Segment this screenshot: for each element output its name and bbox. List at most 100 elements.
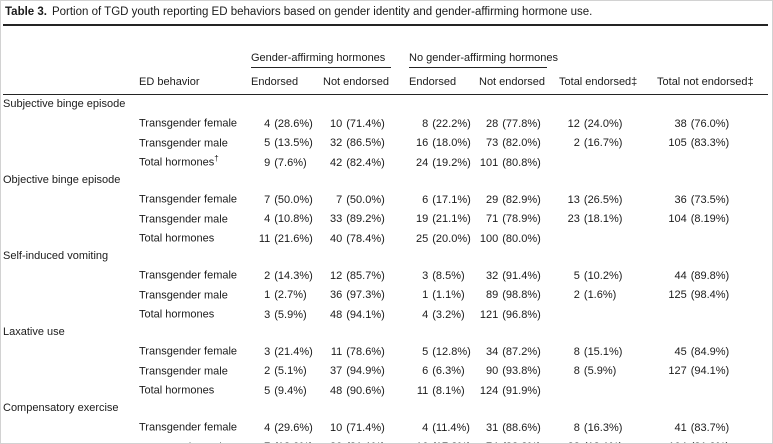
cell-percent: (90.6%) xyxy=(346,384,385,397)
data-cell xyxy=(559,227,657,247)
cell-count: 2 xyxy=(573,289,580,302)
cell-count: 32 xyxy=(330,137,343,150)
col-header-endorsed-gah: Endorsed xyxy=(251,68,323,95)
cell-percent: (94.1%) xyxy=(690,365,730,378)
category-row: Self-induced vomiting xyxy=(3,247,768,264)
row-label: Transgender male xyxy=(139,213,228,226)
cell-percent: (86.5%) xyxy=(346,137,385,150)
table-title: Table 3. Portion of TGD youth reporting E… xyxy=(3,4,767,21)
data-cell: 2 (16.7%) xyxy=(559,132,657,152)
cell-count: 1 xyxy=(264,289,271,302)
data-cell: 32 (91.4%) xyxy=(479,264,559,284)
cell-percent: (82.9%) xyxy=(502,193,541,206)
data-cell: 41 (83.7%) xyxy=(657,416,768,436)
cell-count: 105 xyxy=(668,137,687,150)
cell-percent: (1.1%) xyxy=(432,289,465,302)
data-cell: 5 (10.2%) xyxy=(559,264,657,284)
cell-percent: (71.4%) xyxy=(346,421,385,434)
table-row: Total hormones 3 (5.9%) 48 (94.1%) 4 (3.2%) 121… xyxy=(3,303,768,323)
data-cell: 8 (22.2%) xyxy=(409,112,479,132)
cell-percent: (89.2%) xyxy=(346,213,385,226)
data-cell: 104 (81.9%) xyxy=(657,436,768,443)
data-cell: 10 (71.4%) xyxy=(323,112,409,132)
data-cell: 3 (21.4%) xyxy=(251,340,323,360)
cell-count: 48 xyxy=(330,308,343,321)
data-cell: 4 (3.2%) xyxy=(409,303,479,323)
data-cell: 5 (12.8%) xyxy=(409,340,479,360)
row-label: Total hormones† xyxy=(139,154,219,169)
cell-percent: (17.8%) xyxy=(432,441,471,443)
cell-count: 31 xyxy=(486,421,499,434)
data-cell: 100 (80.0%) xyxy=(479,227,559,247)
data-cell: 105 (83.3%) xyxy=(657,132,768,152)
table-row: Total hormones 5 (9.4%) 48 (90.6%) 11 (8.1%) 12… xyxy=(3,379,768,399)
data-table: Gender-affirming hormones No gender-affi… xyxy=(3,24,769,443)
data-cell: 127 (94.1%) xyxy=(657,360,768,380)
cell-percent: (20.0%) xyxy=(432,232,471,245)
cell-count: 71 xyxy=(486,213,499,226)
data-cell: 121 (96.8%) xyxy=(479,303,559,323)
cell-percent: (78.6%) xyxy=(346,345,385,358)
category-row: Objective binge episode xyxy=(3,171,768,188)
cell-count: 4 xyxy=(422,308,429,321)
cell-percent: (6.3%) xyxy=(432,365,465,378)
table-row: Transgender female 2 (14.3%) 12 (85.7%) 3 (8.5… xyxy=(3,264,768,284)
cell-count: 2 xyxy=(264,365,271,378)
data-cell: 37 (94.9%) xyxy=(323,360,409,380)
row-label: Transgender male xyxy=(139,436,251,443)
cell-count: 11 xyxy=(416,384,429,397)
table-row: Transgender female 4 (29.6%) 10 (71.4%) 4 (11.… xyxy=(3,416,768,436)
data-cell: 11 (8.1%) xyxy=(409,379,479,399)
data-cell: 8 (15.1%) xyxy=(559,340,657,360)
cell-percent: (14.3%) xyxy=(274,269,313,282)
group-header-row: Gender-affirming hormones No gender-affi… xyxy=(3,25,768,68)
cell-count: 104 xyxy=(657,439,686,443)
data-cell: 12 (24.0%) xyxy=(559,112,657,132)
cell-count: 7 xyxy=(336,193,343,206)
data-cell: 74 (82.2%) xyxy=(479,436,559,443)
cell-percent: (93.8%) xyxy=(502,365,541,378)
col-header-not-endorsed-gah: Not endorsed xyxy=(323,68,409,95)
data-cell: 30 (81.1%) xyxy=(323,436,409,443)
cell-count: 8 xyxy=(573,345,580,358)
cell-count: 12 xyxy=(330,269,343,282)
cell-percent: (2.7%) xyxy=(274,289,307,302)
data-cell: 3 (5.9%) xyxy=(251,303,323,323)
cell-percent: (10.2%) xyxy=(583,269,623,282)
cell-count: 29 xyxy=(486,193,499,206)
data-cell: 33 (89.2%) xyxy=(323,208,409,228)
row-label: Total hormones xyxy=(139,384,215,397)
data-cell: 2 (1.6%) xyxy=(559,284,657,304)
cell-count: 24 xyxy=(416,156,429,169)
data-cell: 101 (80.8%) xyxy=(479,151,559,171)
cell-count: 12 xyxy=(567,117,580,130)
data-cell: 71 (78.9%) xyxy=(479,208,559,228)
data-cell: 23(18.1%) xyxy=(559,208,657,228)
data-cell: 104 (8.19%) xyxy=(657,208,768,228)
table-row: Transgender female 4 (28.6%) 10 (71.4%) 8 (22.… xyxy=(3,112,768,132)
cell-percent: (82.2%) xyxy=(502,441,541,443)
data-cell: 36 (73.5%) xyxy=(657,188,768,208)
cell-count: 100 xyxy=(479,232,499,245)
cell-percent: (5.1%) xyxy=(274,365,307,378)
cell-count: 4 xyxy=(264,421,271,434)
row-label: Transgender female xyxy=(139,345,238,358)
cell-percent: (87.2%) xyxy=(502,345,541,358)
cell-count: 2 xyxy=(573,137,580,150)
cell-count: 6 xyxy=(422,193,429,206)
cell-count: 45 xyxy=(674,345,687,358)
cell-percent: (7.6%) xyxy=(274,156,307,169)
cell-count: 11 xyxy=(258,232,271,245)
data-cell: 1 (2.7%) xyxy=(251,284,323,304)
cell-count: 23 xyxy=(567,213,580,226)
cell-percent: (8.19%) xyxy=(690,213,730,226)
cell-count: 36 xyxy=(674,193,687,206)
cell-percent: (21.4%) xyxy=(274,345,313,358)
cell-percent: (28.6%) xyxy=(274,117,313,130)
data-cell: 32 (86.5%) xyxy=(323,132,409,152)
cell-count: 38 xyxy=(674,117,687,130)
cell-percent: (21.1%) xyxy=(432,213,471,226)
cell-count: 16 xyxy=(416,137,429,150)
cell-count: 9 xyxy=(264,156,271,169)
cell-count: 19 xyxy=(416,213,429,226)
